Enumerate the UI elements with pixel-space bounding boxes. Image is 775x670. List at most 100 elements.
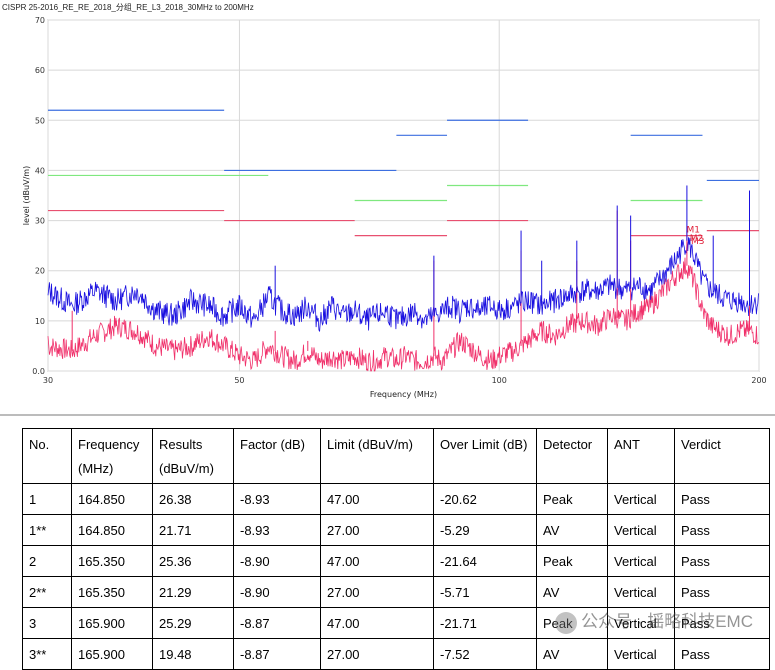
table-cell: Peak: [536, 483, 608, 515]
column-header-line1: Verdict: [681, 437, 721, 452]
table-cell: 21.71: [152, 514, 234, 546]
table-cell: 165.900: [71, 638, 153, 670]
column-header-line1: ANT: [614, 437, 640, 452]
table-cell: 47.00: [320, 545, 434, 577]
column-header-line1: Frequency: [78, 437, 140, 452]
column-header-line1: Over Limit (dB): [440, 437, 528, 452]
table-row: 1** 164.850 21.71 -8.93 27.00 -5.29 AV Vertical…: [22, 514, 770, 546]
watermark-text: 公众号 · 摇略科技EMC: [581, 612, 753, 632]
table-cell: Vertical: [607, 576, 675, 608]
table-cell: Vertical: [607, 514, 675, 546]
table-cell: -20.62: [433, 483, 537, 515]
table-cell: 25.36: [152, 545, 234, 577]
x-axis-label: Frequency (MHz): [370, 390, 437, 399]
table-cell: Pass: [674, 514, 770, 546]
column-header: Factor (dB): [233, 428, 321, 484]
column-header-line2: (MHz): [78, 461, 114, 476]
column-header-line1: Limit (dBuV/m): [327, 437, 413, 452]
table-cell: Peak: [536, 545, 608, 577]
column-header: Frequency (MHz): [71, 428, 153, 484]
y-tick-label: 10: [35, 317, 45, 326]
table-cell: -7.52: [433, 638, 537, 670]
y-axis-label: level (dBuV/m): [22, 166, 31, 225]
table-row: 3** 165.900 19.48 -8.87 27.00 -7.52 AV Vertical…: [22, 638, 770, 670]
table-cell: -8.93: [233, 483, 321, 515]
table-cell: 19.48: [152, 638, 234, 670]
y-tick-label: 50: [35, 116, 45, 125]
column-header: Verdict: [674, 428, 770, 484]
table-cell: Pass: [674, 576, 770, 608]
table-cell: 1: [22, 483, 72, 515]
table-row: 2** 165.350 21.29 -8.90 27.00 -5.71 AV Vertical…: [22, 576, 770, 608]
marker-label: M1: [687, 226, 701, 236]
x-tick-label: 50: [234, 376, 244, 385]
table-cell: AV: [536, 514, 608, 546]
x-tick-label: 100: [492, 376, 507, 385]
column-header: Results (dBuV/m): [152, 428, 234, 484]
y-tick-label: 20: [35, 267, 45, 276]
column-header: No.: [22, 428, 72, 484]
table-cell: Pass: [674, 483, 770, 515]
table-cell: -5.29: [433, 514, 537, 546]
table-cell: Pass: [674, 638, 770, 670]
chart-axes: 0.0 10 20 30 40 50 60 70 30 50 100 200 Frequency (MH…: [22, 16, 767, 399]
limit-lines: [48, 109, 759, 237]
table-cell: 47.00: [320, 607, 434, 639]
table-cell: -21.64: [433, 545, 537, 577]
table-cell: 2: [22, 545, 72, 577]
y-tick-label: 70: [35, 16, 45, 25]
table-cell: Pass: [674, 545, 770, 577]
table-cell: 27.00: [320, 576, 434, 608]
marker-label: M3: [691, 237, 705, 247]
table-cell: Vertical: [607, 545, 675, 577]
y-tick-label: 30: [35, 217, 45, 226]
table-cell: -8.93: [233, 514, 321, 546]
table-cell: Peak: [536, 607, 608, 639]
table-cell: -8.90: [233, 576, 321, 608]
watermark: 公众号 · 摇略科技EMC: [555, 607, 753, 634]
table-cell: 1**: [22, 514, 72, 546]
table-cell: -8.87: [233, 607, 321, 639]
peak-trace: [47, 237, 759, 332]
table-cell: -8.90: [233, 545, 321, 577]
table-row: 2 165.350 25.36 -8.90 47.00 -21.64 Peak Vertica…: [22, 545, 770, 577]
table-cell: Vertical: [607, 638, 675, 670]
table-header-row: No. Frequency (MHz) Results (dBuV/m) Factor (…: [22, 428, 770, 484]
table-cell: AV: [536, 576, 608, 608]
column-header: Limit (dBuV/m): [320, 428, 434, 484]
x-tick-label: 30: [43, 376, 53, 385]
table-cell: 27.00: [320, 638, 434, 670]
table-cell: -21.71: [433, 607, 537, 639]
table-cell: 165.350: [71, 545, 153, 577]
average-trace: [47, 257, 759, 372]
y-tick-label: 40: [35, 166, 45, 175]
measurement-traces: [47, 185, 759, 372]
y-tick-label: 0.0: [32, 367, 45, 376]
column-header-line1: No.: [29, 437, 50, 452]
table-cell: 165.350: [71, 576, 153, 608]
table-cell: -5.71: [433, 576, 537, 608]
table-cell: 26.38: [152, 483, 234, 515]
table-cell: 25.29: [152, 607, 234, 639]
column-header-line1: Factor (dB): [240, 437, 306, 452]
table-cell: 3: [22, 607, 72, 639]
table-cell: 27.00: [320, 514, 434, 546]
column-header-line1: Results: [159, 437, 203, 452]
column-header: ANT: [607, 428, 675, 484]
table-cell: AV: [536, 638, 608, 670]
table-cell: 47.00: [320, 483, 434, 515]
wechat-icon: [555, 612, 578, 634]
table-body: 1 164.850 26.38 -8.93 47.00 -20.62 Peak Vertica…: [22, 483, 770, 670]
table-cell: 3**: [22, 638, 72, 670]
x-tick-label: 200: [751, 376, 766, 385]
table-cell: 21.29: [152, 576, 234, 608]
y-tick-label: 60: [35, 66, 45, 75]
table-cell: Vertical: [607, 483, 675, 515]
table-row: 1 164.850 26.38 -8.93 47.00 -20.62 Peak Vertica…: [22, 483, 770, 515]
column-header-line1: Detector: [543, 437, 593, 452]
column-header: Detector: [536, 428, 608, 484]
table-cell: 164.850: [71, 483, 153, 515]
table-cell: 165.900: [71, 607, 153, 639]
